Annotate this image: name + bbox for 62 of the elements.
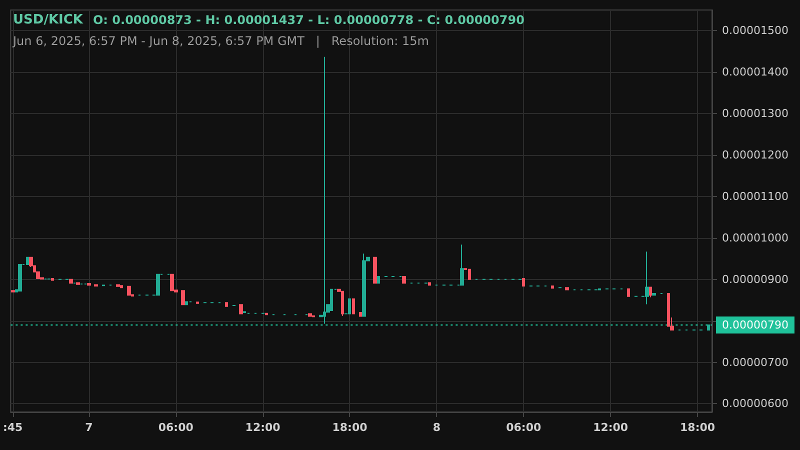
x-tick-label: :45 <box>2 421 23 434</box>
candlestick <box>348 298 351 314</box>
ref-line-label: 0.00000790 <box>722 318 788 332</box>
chart-title: USD/KICK <box>13 12 84 28</box>
candlestick <box>156 274 160 296</box>
x-tick-label: 12:00 <box>245 421 281 434</box>
candlestick <box>120 285 123 288</box>
candlestick <box>116 284 120 287</box>
y-tick-label: 0.00001300 <box>722 107 788 120</box>
candlestick <box>265 312 268 316</box>
candlestick <box>185 301 188 306</box>
candlestick <box>341 290 344 316</box>
y-tick-label: 0.00000900 <box>722 272 788 286</box>
candlestick <box>359 312 362 317</box>
x-tick-label: 06:00 <box>506 421 542 434</box>
candlestick <box>308 313 312 317</box>
candlestick <box>26 256 29 265</box>
candlestick <box>551 286 554 289</box>
x-tick-label: 8 <box>432 421 441 434</box>
candlestick <box>377 276 380 284</box>
y-tick-label: 0.00001000 <box>722 231 788 244</box>
candlestick <box>225 302 228 307</box>
candlestick <box>87 283 91 286</box>
y-tick-label: 0.00001400 <box>722 66 788 79</box>
candlestick <box>460 244 464 286</box>
candlestick <box>402 276 406 284</box>
candlestick <box>707 324 710 330</box>
candlestick <box>522 278 525 287</box>
x-tick-label: 12:00 <box>593 421 628 434</box>
candlestick <box>51 278 54 281</box>
candlestick <box>18 264 22 292</box>
candlestick <box>323 56 326 324</box>
x-tick-label: 06:00 <box>158 421 194 434</box>
x-tick-label: 7 <box>85 421 93 434</box>
annotation: O: 0.00000873 - H: 0.00001437 - L: 0.00000778 - C: 0.00000790 <box>92 13 524 27</box>
candlestick <box>428 282 431 286</box>
candlestick <box>373 256 377 284</box>
candlestick <box>239 304 243 314</box>
candlestick <box>627 288 630 297</box>
y-tick-label: 0.00000600 <box>722 397 788 410</box>
candlestick <box>330 288 333 311</box>
candlestick <box>667 292 670 327</box>
candlestick <box>468 268 471 280</box>
y-tick-label: 0.00001500 <box>722 24 788 38</box>
y-tick-label: 0.00001100 <box>722 190 788 203</box>
candlestick <box>352 298 355 314</box>
candlestick <box>362 253 366 317</box>
candlestick <box>76 282 80 285</box>
candlestick <box>565 287 569 290</box>
x-tick-label: 18:00 <box>332 421 368 434</box>
y-tick-label: 0.00000700 <box>722 356 788 369</box>
candlestick <box>94 284 98 287</box>
text: Jun 6, 2025, 6:57 PM - Jun 8, 2025, 6:57 PM GMT | Resolution: 15m <box>12 34 429 48</box>
candlestick <box>652 292 656 296</box>
candlestick <box>181 290 185 306</box>
x-tick-label: 18:00 <box>680 421 716 434</box>
candlestick <box>127 286 131 296</box>
candlestick <box>645 251 649 305</box>
y-tick-label: 0.00001200 <box>722 148 788 162</box>
candlestick <box>649 286 652 298</box>
candlestick <box>69 278 73 284</box>
candlestick <box>170 274 174 292</box>
